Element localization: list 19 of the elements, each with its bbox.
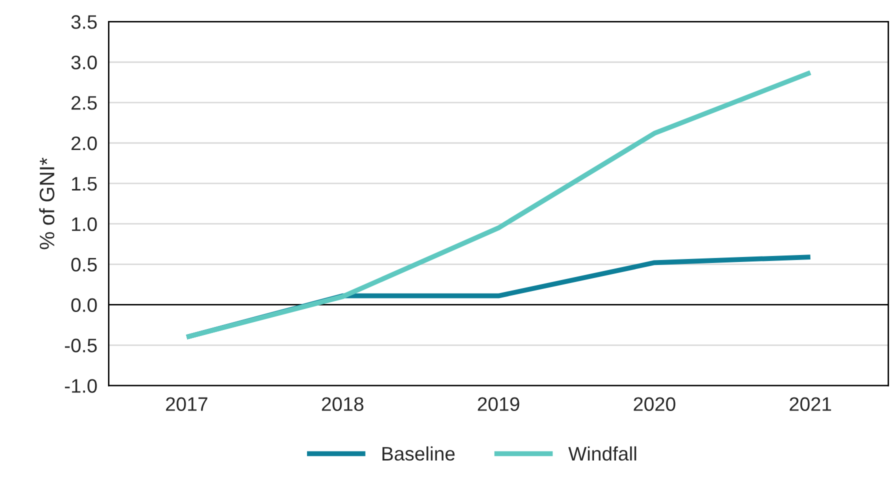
y-axis-title: % of GNI* <box>39 158 54 250</box>
line-series <box>184 70 813 340</box>
y-tick-label: -0.5 <box>64 338 97 352</box>
y-tick-label: 3.5 <box>71 15 97 29</box>
y-tick-label: -1.0 <box>64 379 97 393</box>
x-tick-label: 2021 <box>790 397 832 411</box>
y-tick-label: 1.5 <box>72 177 97 191</box>
x-tick-label: 2020 <box>634 397 676 411</box>
y-tick-label: 1.0 <box>72 217 97 232</box>
x-tick-label: 2017 <box>166 397 208 411</box>
y-tick-label: 3.0 <box>71 56 97 70</box>
legend-label: Windfall <box>568 446 636 461</box>
y-tick-label: 0.0 <box>71 298 97 312</box>
x-tick-label: 2019 <box>478 397 520 411</box>
x-tick-label: 2018 <box>322 397 364 411</box>
y-tick-label: 2.5 <box>72 96 97 110</box>
legend-label: Baseline <box>382 446 455 461</box>
y-tick-label: 2.0 <box>72 136 97 150</box>
y-tick-label: 0.5 <box>71 258 97 272</box>
